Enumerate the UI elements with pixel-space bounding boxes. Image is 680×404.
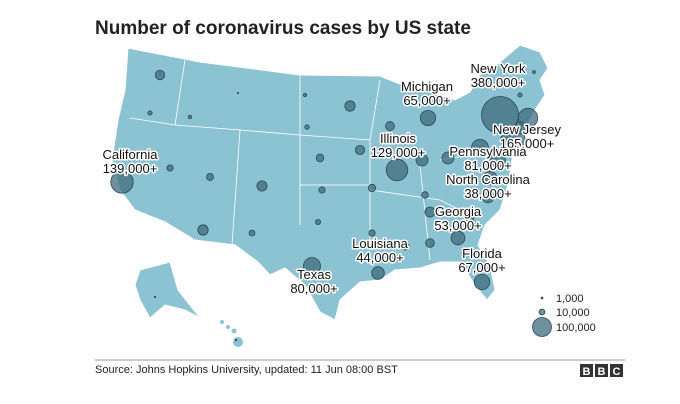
state-name: Louisiana xyxy=(352,236,408,251)
legend-label: 10,000 xyxy=(556,307,590,319)
case-bubble xyxy=(441,151,455,165)
case-bubble xyxy=(206,173,214,181)
logo-letter: B xyxy=(583,366,591,378)
case-bubble xyxy=(236,91,240,95)
state-name: Texas xyxy=(297,267,331,282)
case-bubble xyxy=(304,124,310,130)
case-bubble xyxy=(234,338,238,342)
state-value: 53,000+ xyxy=(434,218,481,233)
case-bubble xyxy=(154,69,166,81)
case-bubble xyxy=(344,100,356,112)
case-bubble xyxy=(490,152,506,168)
case-bubble xyxy=(421,191,429,199)
case-bubble xyxy=(302,92,308,98)
case-bubble xyxy=(419,109,437,127)
case-bubble xyxy=(481,190,495,204)
state-name: New York xyxy=(471,61,526,76)
source: Source: Johns Hopkins University, update… xyxy=(95,364,398,376)
legend-bubble xyxy=(532,317,552,337)
case-bubble xyxy=(425,238,435,248)
case-bubble xyxy=(385,158,409,182)
case-bubble xyxy=(450,230,466,246)
state-value: 67,000+ xyxy=(458,260,505,275)
state-name: Illinois xyxy=(380,131,417,146)
state-name: Florida xyxy=(462,246,503,261)
state-value: 65,000+ xyxy=(403,93,450,108)
legend-label: 1,000 xyxy=(556,293,584,305)
us-mainland xyxy=(111,44,549,321)
case-bubble xyxy=(368,229,376,237)
logo-letter: B xyxy=(598,366,606,378)
state-value: 139,000+ xyxy=(103,161,158,176)
legend-label: 100,000 xyxy=(556,322,596,334)
state-value: 380,000+ xyxy=(471,75,526,90)
case-bubble xyxy=(147,110,153,116)
case-bubble xyxy=(465,213,475,223)
legend-bubble xyxy=(538,308,546,316)
bubbles xyxy=(110,69,539,342)
case-bubble xyxy=(248,229,256,237)
case-bubble xyxy=(517,92,523,98)
case-bubble xyxy=(424,206,436,218)
title: Number of coronavirus cases by US state xyxy=(95,18,471,39)
case-bubble xyxy=(314,218,322,226)
case-bubble xyxy=(481,96,519,134)
logo-box xyxy=(580,364,593,377)
state-name: California xyxy=(103,147,159,162)
state-value: 165,000+ xyxy=(500,136,555,151)
state-value: 44,000+ xyxy=(356,250,403,265)
case-bubble xyxy=(367,183,377,193)
case-bubble xyxy=(354,144,366,156)
case-bubble xyxy=(197,224,209,236)
case-bubble xyxy=(166,164,174,172)
state-value: 81,000+ xyxy=(464,158,511,173)
case-bubble xyxy=(110,170,134,194)
case-bubble xyxy=(303,257,321,275)
hawaii xyxy=(220,320,243,347)
state-value: 38,000+ xyxy=(464,186,511,201)
case-bubble xyxy=(256,180,268,192)
case-bubble xyxy=(471,139,489,157)
logo-letter: C xyxy=(613,366,621,378)
case-bubble xyxy=(315,153,325,163)
state-value: 129,000+ xyxy=(371,145,426,160)
case-bubble xyxy=(400,241,410,251)
legend: 1,000 10,000 100,000 xyxy=(530,285,616,338)
case-bubble xyxy=(415,153,429,167)
case-bubble xyxy=(482,170,498,186)
case-bubble xyxy=(500,127,526,153)
state-name: Michigan xyxy=(401,79,453,94)
state-value: 80,000+ xyxy=(290,281,337,296)
alaska xyxy=(134,261,201,319)
case-bubble xyxy=(532,70,536,74)
case-bubble xyxy=(153,295,157,299)
logo-box xyxy=(595,364,608,377)
case-bubble xyxy=(318,186,326,194)
case-bubble xyxy=(385,121,395,131)
logo-box xyxy=(610,364,623,377)
state-name: Georgia xyxy=(435,204,482,219)
state-name: New Jersey xyxy=(493,122,561,137)
case-bubble xyxy=(187,114,193,120)
case-bubble xyxy=(473,273,491,291)
state-name: Pennsylvania xyxy=(449,144,527,159)
state-name: North Carolina xyxy=(446,172,531,187)
case-bubble xyxy=(371,266,385,280)
legend-bubble xyxy=(540,296,544,300)
